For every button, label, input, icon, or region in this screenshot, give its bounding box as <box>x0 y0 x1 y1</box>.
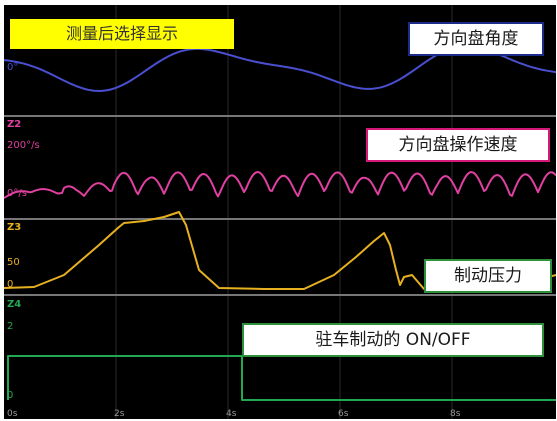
parking-brake-trace <box>7 355 556 401</box>
time-tick: 0s <box>7 409 18 419</box>
time-tick: 6s <box>338 409 349 419</box>
ch2-zero-label: 0°/s <box>7 188 27 199</box>
ch2-id: Z2 <box>7 119 22 130</box>
time-tick: 4s <box>226 409 237 419</box>
time-tick: 8s <box>450 409 461 419</box>
ch3-scale-label: 50 <box>7 257 20 268</box>
ch3-id: Z3 <box>7 222 22 233</box>
brake-pressure-trace <box>4 211 556 290</box>
ch4-id: Z4 <box>7 299 22 310</box>
callout-steering-speed: 方向盘操作速度 <box>366 128 550 162</box>
trace-canvas <box>4 5 556 419</box>
ch3-zero-label: 0 <box>7 279 14 290</box>
callout-parking-brake: 驻车制动的 ON/OFF <box>242 323 544 357</box>
steering-speed-trace <box>4 171 556 199</box>
ch4-zero-label: 0 <box>7 390 14 401</box>
ch4-scale-label: 2 <box>7 321 14 332</box>
ch1-zero-label: 0° <box>7 62 19 73</box>
measurement-screen: 0° Z2 200°/s 0°/s Z3 50 0 Z4 2 0 0s 2s 4… <box>4 5 556 419</box>
callout-brake-pressure: 制动压力 <box>424 259 552 293</box>
ch2-scale-label: 200°/s <box>7 140 40 151</box>
callout-steering-angle: 方向盘角度 <box>408 22 544 56</box>
time-tick: 2s <box>114 409 125 419</box>
display-select-banner: 测量后选择显示 <box>10 19 234 49</box>
